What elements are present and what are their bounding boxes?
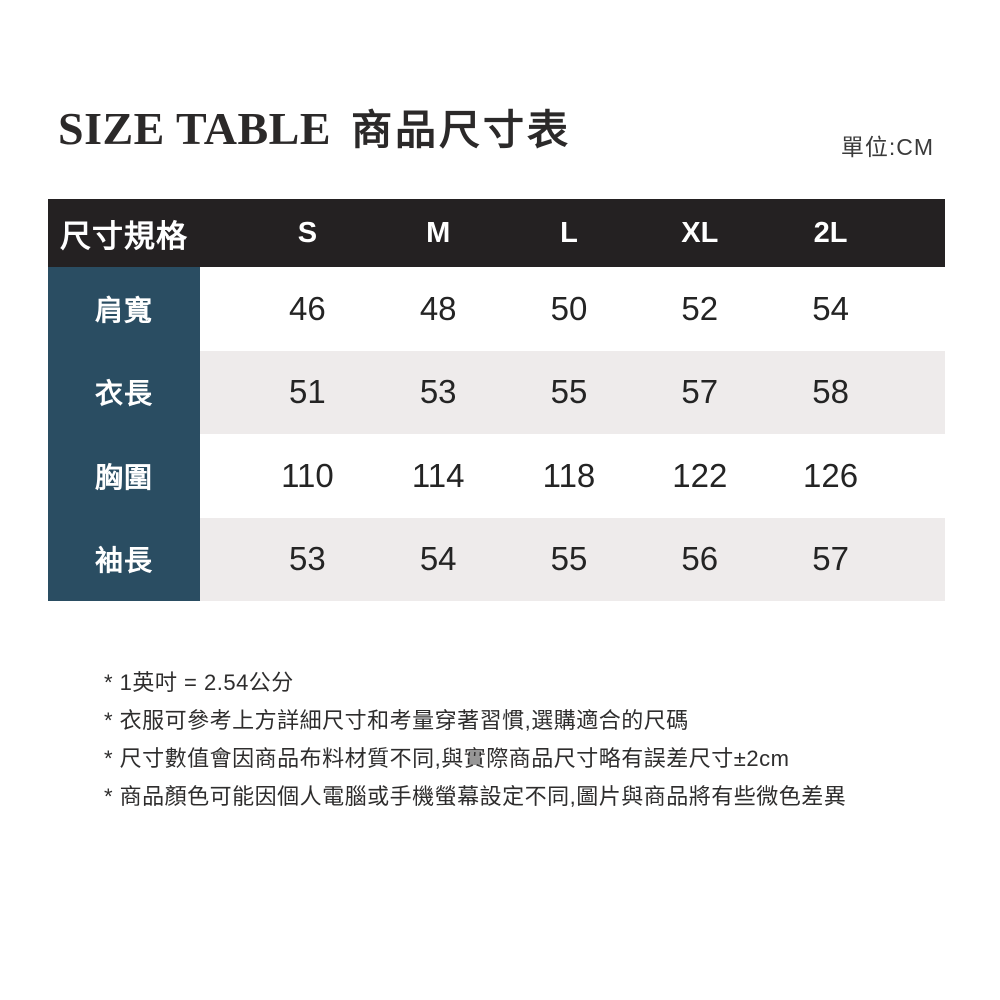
footnote-size-reference: * 衣服可參考上方詳細尺寸和考量穿著習慣,選購適合的尺碼 bbox=[104, 708, 689, 733]
row-values: 51 53 55 57 58 bbox=[200, 350, 945, 434]
table-row-shoulder-width: 肩寬 46 48 50 52 54 bbox=[48, 267, 945, 351]
value-cell: 58 bbox=[812, 373, 849, 411]
table-row-sleeve-length: 袖長 53 54 55 56 57 bbox=[48, 517, 945, 601]
value-cell: 52 bbox=[681, 289, 719, 327]
row-label: 袖長 bbox=[48, 517, 200, 601]
value-cell: 57 bbox=[681, 373, 719, 411]
value-cell: 53 bbox=[419, 373, 457, 411]
value-cell: 50 bbox=[550, 289, 588, 327]
footnote-color-difference: * 商品顏色可能因個人電腦或手機螢幕設定不同,圖片與商品將有些微色差異 bbox=[104, 784, 847, 809]
unit-label: 單位:CM bbox=[840, 134, 934, 160]
header-label-cell: 尺寸規格 bbox=[60, 218, 188, 254]
value-cell: 126 bbox=[803, 456, 859, 494]
header-cell-xl: XL bbox=[681, 216, 719, 249]
value-cell: 54 bbox=[812, 289, 849, 327]
value-cell: 48 bbox=[419, 289, 457, 327]
footnotes: * 1英吋 = 2.54公分 * 衣服可參考上方詳細尺寸和考量穿著習慣,選購適合… bbox=[104, 664, 846, 816]
value-cell: 114 bbox=[411, 456, 465, 494]
row-label: 肩寬 bbox=[48, 267, 200, 351]
footnote-inch-conversion: * 1英吋 = 2.54公分 bbox=[104, 670, 294, 695]
page-title-zh: 商品尺寸表 bbox=[351, 107, 572, 153]
page-title: SIZE TABLE 商品尺寸表 bbox=[58, 96, 571, 156]
value-cell: 110 bbox=[281, 456, 334, 494]
size-table-header-row: 尺寸規格 S M L XL 2L bbox=[48, 199, 945, 267]
row-values: 110 114 118 122 126 bbox=[200, 434, 945, 518]
header-cell-2l: 2L bbox=[813, 216, 848, 249]
table-row-chest: 胸圍 110 114 118 122 126 bbox=[48, 434, 945, 518]
size-table: 尺寸規格 S M L XL 2L 肩寬 46 48 50 52 54 衣長 51… bbox=[48, 199, 945, 601]
value-cell: 57 bbox=[812, 540, 849, 578]
value-cell: 56 bbox=[681, 540, 719, 578]
header-size-cells: S M L XL 2L bbox=[200, 199, 945, 267]
row-label: 胸圍 bbox=[48, 434, 200, 518]
value-cell: 55 bbox=[550, 373, 588, 411]
header-cell-s: S bbox=[297, 216, 318, 249]
value-cell: 46 bbox=[289, 289, 326, 327]
value-cell: 53 bbox=[289, 540, 326, 578]
table-row-garment-length: 衣長 51 53 55 57 58 bbox=[48, 350, 945, 434]
value-cell: 118 bbox=[542, 456, 596, 494]
header-cell-m: M bbox=[426, 216, 451, 249]
row-values: 46 48 50 52 54 bbox=[200, 267, 945, 351]
value-cell: 55 bbox=[550, 540, 588, 578]
row-label: 衣長 bbox=[48, 350, 200, 434]
page-title-en: SIZE TABLE bbox=[58, 103, 332, 154]
value-cell: 54 bbox=[419, 540, 457, 578]
row-values: 53 54 55 56 57 bbox=[200, 517, 945, 601]
value-cell: 122 bbox=[672, 456, 728, 494]
footnote-tolerance: * 尺寸數值會因商品布料材質不同,與實際商品尺寸略有誤差尺寸±2cm bbox=[104, 746, 790, 771]
value-cell: 51 bbox=[289, 373, 326, 411]
header-cell-l: L bbox=[560, 216, 578, 249]
